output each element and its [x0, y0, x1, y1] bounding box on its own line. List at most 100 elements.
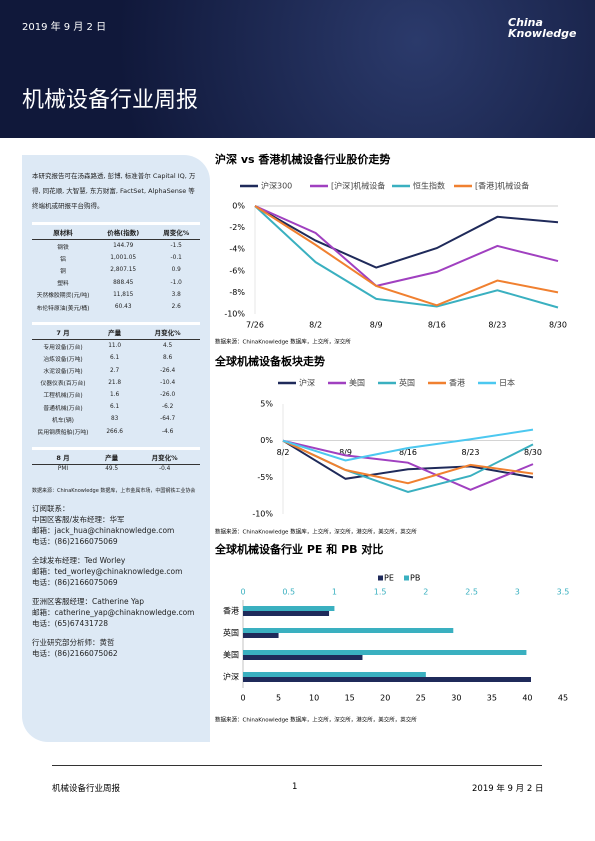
table: 8 月产量 月变化% PMI 49.5 -0.4: [32, 446, 200, 474]
cell: 天然橡胶期货(元/吨): [36, 293, 90, 300]
x-tick-label: 8/30: [524, 448, 542, 457]
logo: China Knowledge: [508, 17, 577, 39]
cell: -0.4: [159, 466, 171, 473]
bar: [243, 672, 426, 677]
cell: -0.1: [170, 255, 182, 262]
x2-tick-label: 2.5: [465, 588, 478, 597]
row: 工程机械(万台) 1.6 -26.0: [32, 389, 200, 401]
row: 铜 2,807.15 0.9: [32, 264, 200, 276]
row: 机车(辆) 83 -64.7: [32, 413, 200, 425]
cell: 0.9: [171, 267, 181, 274]
title: 机械设备行业周报: [22, 88, 199, 113]
legend-label: 恒生指数: [413, 181, 445, 191]
source: 数据来源：ChinaKnowledge 数据库，上市金属市场，中国钢铁工业协会: [32, 487, 196, 494]
header: 2019 年 9 月 2 日 China Knowledge 机械设备行业周报: [0, 0, 595, 138]
cell: 6.1: [110, 355, 120, 362]
legend-label: [香港]机械设备: [475, 181, 529, 191]
cell: 888.45: [113, 279, 134, 286]
contact-group: 订阅联系： 中国区客服/发布经理：华军 邮箱：jack_hua@chinaknowl…: [32, 503, 200, 547]
cell: -4.6: [161, 428, 174, 435]
cell: PMI: [57, 466, 69, 473]
x-tick-label: 8/23: [488, 321, 506, 330]
legend-label: 日本: [499, 378, 515, 388]
row: 钢铁 144.79 -1.5: [32, 240, 200, 253]
contact-group: 全球发布经理：Ted Worley 邮箱：ted_worley@chinaknow…: [32, 555, 200, 588]
y-tick-label: -5%: [257, 473, 273, 482]
contact-line: 电话：(86)2166075062: [32, 648, 118, 658]
cell: 仪器仪表(百万台): [40, 381, 86, 388]
row: 专用设备(万台) 11.0 4.5: [32, 340, 200, 353]
cell: -64.7: [160, 416, 176, 423]
header-cell: 价格(指数): [94, 222, 153, 240]
header-row: 7 月产量 月变化%: [32, 322, 200, 341]
contact-line: 电话：(65)67431728: [32, 618, 109, 628]
cell: -1.5: [170, 243, 182, 250]
cell: -6.2: [161, 404, 174, 411]
x-tick-label: 20: [380, 694, 390, 703]
cell: 60.43: [114, 304, 132, 311]
category-label: 沪深: [223, 672, 239, 682]
cell: 2.6: [171, 304, 181, 311]
cell: 普通机械(万台): [43, 405, 83, 412]
x-tick-label: 30: [451, 694, 461, 703]
x2-tick-label: 0.5: [282, 588, 295, 597]
cell: 布伦特原油(美元/桶): [36, 305, 90, 312]
contact-line: 行业研究部分析师：黄哲: [32, 637, 115, 647]
x-tick-label: 8/2: [309, 321, 322, 330]
cell: 2,807.15: [110, 267, 137, 274]
logo-text: China: [508, 16, 543, 29]
row: 仪器仪表(百万台) 21.8 -10.4: [32, 377, 200, 389]
series-line: [254, 205, 559, 309]
cell: -26.0: [160, 391, 176, 398]
x-tick-label: 35: [487, 694, 497, 703]
category-label: 美国: [223, 650, 239, 660]
header-cell: 产量: [94, 322, 136, 341]
legend-swatch: [404, 575, 409, 581]
chart-source: 数据来源：ChinaKnowledge 数据库，上交所，深交所，港交所，美交所，…: [215, 716, 417, 724]
cell: 冶炼设备(万吨): [43, 356, 83, 363]
y-tick-label: -6%: [229, 266, 245, 275]
y-tick-label: -4%: [229, 245, 245, 254]
contact-line: 电话：(86)2166075069: [32, 536, 118, 546]
cell: 民用钢质船舶(万吨): [37, 430, 89, 437]
bar: [243, 633, 279, 638]
contact-group: 行业研究部分析师：黄哲 电话：(86)2166075062: [32, 637, 200, 659]
series-line: [282, 439, 534, 480]
header-row: 原材料 价格(指数) 周变化%: [32, 222, 200, 240]
legend-label: 英国: [399, 378, 415, 388]
x-tick-label: 40: [522, 694, 532, 703]
cell: 工程机械(万台): [43, 393, 83, 400]
y-tick-label: -8%: [229, 288, 245, 297]
row: 铝 1,001.05 -0.1: [32, 252, 200, 264]
table: 7 月产量 月变化% 专用设备(万台) 11.0 4.5 冶炼设备(万吨) 6.1 8.6 水泥…: [32, 322, 200, 438]
x2-tick-label: 2: [423, 588, 428, 597]
contact-line: 中国区客服/发布经理：华军: [32, 514, 125, 524]
legend-label: 美国: [349, 378, 365, 388]
footer-right: 2019 年 9 月 2 日: [472, 784, 544, 794]
x-tick-label: 8/2: [277, 448, 290, 457]
footer-rule: [52, 765, 542, 766]
header-cell: 产量: [94, 446, 130, 465]
x-tick-label: 8/9: [370, 321, 383, 330]
y-tick-label: 0%: [232, 202, 245, 211]
bar: [243, 606, 335, 611]
cell: 铝: [60, 256, 66, 263]
footer-left: 机械设备行业周报: [52, 784, 121, 794]
row: 布伦特原油(美元/桶) 60.43 2.6: [32, 301, 200, 313]
series-line: [254, 205, 559, 288]
series-line: [254, 205, 559, 269]
row: 水泥设备(万吨) 2.7 -26.4: [32, 365, 200, 377]
y-tick-label: -10%: [224, 310, 245, 319]
cell: 钢铁: [57, 244, 69, 251]
cell: 专用设备(万台): [43, 344, 83, 351]
cell: -26.4: [160, 367, 176, 374]
cell: 83: [110, 416, 119, 423]
cell: 266.6: [106, 428, 123, 435]
contacts: 订阅联系： 中国区客服/发布经理：华军 邮箱：jack_hua@chinaknowl…: [32, 503, 200, 659]
header-cell: 原材料: [32, 222, 94, 240]
cell: -10.4: [160, 379, 176, 386]
cell: 1.6: [110, 391, 120, 398]
contact-line: 电话：(86)2166075069: [32, 577, 118, 587]
y-tick-label: 0%: [260, 436, 273, 445]
